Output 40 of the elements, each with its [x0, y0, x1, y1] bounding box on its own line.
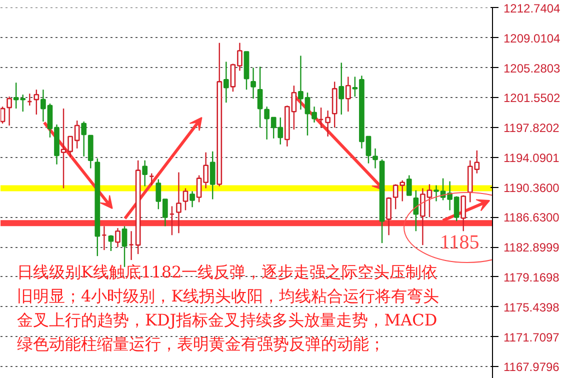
y-tick-label: 1201.5502	[504, 91, 561, 106]
candlestick	[81, 120, 87, 157]
y-tick-label: 1197.8202	[504, 121, 560, 136]
candlestick	[190, 190, 195, 208]
candlestick	[0, 106, 6, 124]
candlestick	[115, 227, 120, 248]
candlestick	[460, 194, 466, 232]
y-tick-label: 1194.0901	[504, 150, 560, 165]
candlestick	[413, 190, 419, 232]
candlestick	[406, 174, 412, 196]
candlestick	[182, 188, 188, 211]
candlestick	[257, 66, 263, 128]
candlestick	[372, 148, 378, 169]
y-tick-label: 1171.7097	[504, 330, 560, 344]
y-tick-label: 1212.7404	[504, 1, 561, 16]
y-tick-label: 1167.9796	[504, 360, 560, 374]
annotation: 绿色动能柱缩量运行，表明黄金有强势反弹的动能；	[17, 334, 386, 354]
annotation: 旧明显；4小时级别，K线拐头收阳，均线粘合运行将有弯头	[17, 286, 440, 306]
candlestick	[210, 150, 216, 200]
candlestick	[325, 110, 331, 138]
candlestick	[108, 234, 114, 252]
annotation: 日线级别K线触底1182一线反弹，逐步走强之际空头压制依	[17, 262, 438, 282]
candlestick	[176, 172, 182, 234]
annotation: 1185	[440, 232, 480, 254]
candlestick	[386, 196, 392, 236]
y-tick-label: 1182.8999	[504, 240, 560, 255]
candlestick	[223, 61, 229, 104]
candlestick	[34, 89, 40, 116]
candlestick	[6, 96, 12, 126]
annotation: 金叉上行的趋势，KDJ指标金叉持续多头放量走势，MACD	[17, 310, 438, 330]
candlestick	[338, 62, 344, 116]
candlestick	[142, 160, 148, 187]
y-tick-label: 1186.6300	[504, 210, 560, 225]
y-tick-label: 1190.3600	[504, 180, 560, 195]
y-tick-label: 1205.2803	[504, 61, 561, 76]
y-tick-label: 1175.4398	[504, 300, 560, 314]
y-tick-label: 1179.1698	[504, 270, 560, 284]
y-tick-label: 1209.0104	[504, 31, 561, 46]
candlestick	[345, 76, 351, 112]
candlestick	[250, 67, 256, 100]
